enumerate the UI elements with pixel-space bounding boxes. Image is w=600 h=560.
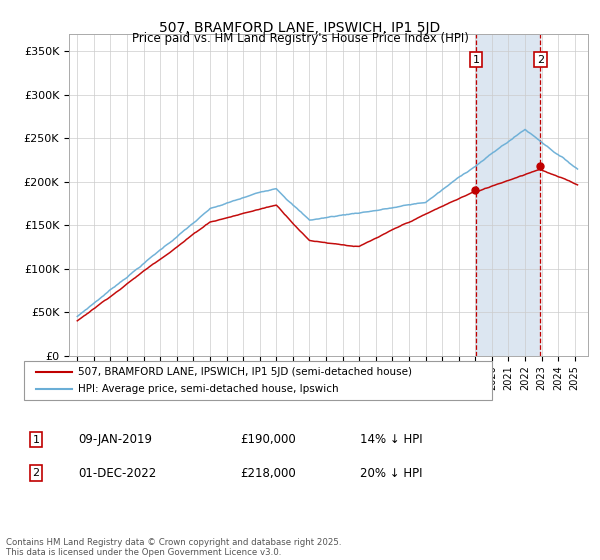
Text: HPI: Average price, semi-detached house, Ipswich: HPI: Average price, semi-detached house,… [78,384,338,394]
Text: £218,000: £218,000 [240,466,296,480]
Text: 507, BRAMFORD LANE, IPSWICH, IP1 5JD: 507, BRAMFORD LANE, IPSWICH, IP1 5JD [160,21,440,35]
Bar [476,34,540,356]
Text: 01-DEC-2022: 01-DEC-2022 [78,466,156,480]
Text: 1: 1 [32,435,40,445]
Text: 1: 1 [472,55,479,65]
Text: Price paid vs. HM Land Registry's House Price Index (HPI): Price paid vs. HM Land Registry's House … [131,32,469,45]
Text: 507, BRAMFORD LANE, IPSWICH, IP1 5JD (semi-detached house): 507, BRAMFORD LANE, IPSWICH, IP1 5JD (se… [78,367,412,377]
Text: Contains HM Land Registry data © Crown copyright and database right 2025.
This d: Contains HM Land Registry data © Crown c… [6,538,341,557]
Text: 14% ↓ HPI: 14% ↓ HPI [360,433,422,446]
Text: 20% ↓ HPI: 20% ↓ HPI [360,466,422,480]
Text: 2: 2 [32,468,40,478]
Text: £190,000: £190,000 [240,433,296,446]
Text: 2: 2 [536,55,544,65]
Text: 09-JAN-2019: 09-JAN-2019 [78,433,152,446]
